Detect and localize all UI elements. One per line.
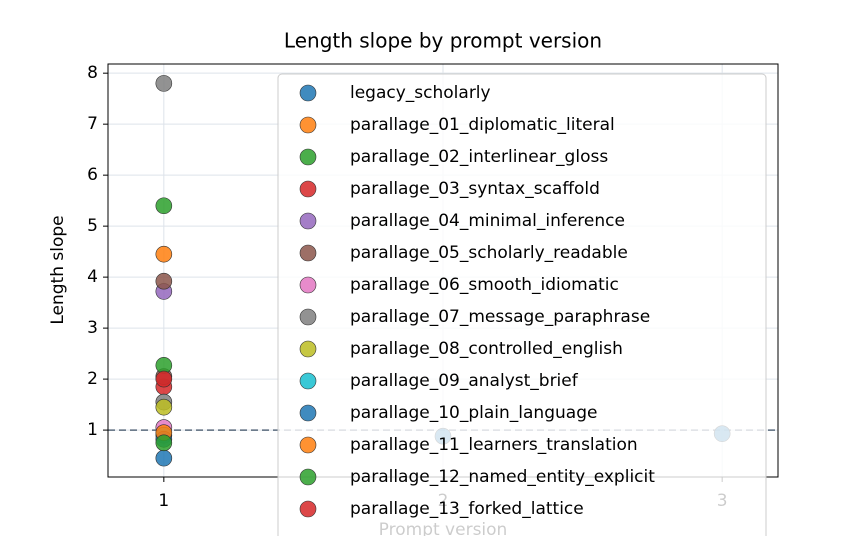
- legend-marker: [299, 116, 317, 134]
- legend-label: parallage_04_minimal_inference: [350, 211, 625, 231]
- legend-label: parallage_09_analyst_brief: [350, 371, 579, 391]
- legend-marker: [299, 404, 317, 422]
- legend-label: parallage_01_diplomatic_literal: [350, 115, 615, 135]
- legend-marker: [299, 276, 317, 294]
- point: [155, 197, 173, 215]
- legend-marker: [299, 212, 317, 230]
- legend-marker: [299, 468, 317, 486]
- y-tick-label: 5: [87, 216, 98, 236]
- legend-label: parallage_02_interlinear_gloss: [350, 147, 608, 167]
- legend-label: parallage_08_controlled_english: [350, 339, 623, 359]
- legend-marker: [299, 244, 317, 262]
- legend-label: parallage_12_named_entity_explicit: [350, 467, 655, 487]
- legend-label: parallage_10_plain_language: [350, 403, 597, 423]
- legend-box: [277, 73, 767, 536]
- point: [155, 370, 173, 388]
- y-tick-label: 4: [87, 267, 98, 287]
- point: [155, 398, 173, 416]
- legend-marker: [299, 372, 317, 390]
- point: [155, 272, 173, 290]
- legend-marker: [299, 436, 317, 454]
- legend-marker: [299, 500, 317, 518]
- chart-title: Length slope by prompt version: [284, 29, 602, 53]
- point: [155, 245, 173, 263]
- y-tick-label: 1: [87, 420, 98, 440]
- legend-label: parallage_07_message_paraphrase: [350, 307, 650, 327]
- y-tick-label: 2: [87, 369, 98, 389]
- legend-label: parallage_11_learners_translation: [350, 435, 638, 455]
- point: [155, 434, 173, 452]
- legend-label: parallage_03_syntax_scaffold: [350, 179, 600, 199]
- y-tick-label: 3: [87, 318, 98, 338]
- legend-label: parallage_05_scholarly_readable: [350, 243, 628, 263]
- y-tick-label: 6: [87, 165, 98, 185]
- point: [155, 449, 173, 467]
- legend-marker: [299, 180, 317, 198]
- legend-marker: [299, 148, 317, 166]
- y-tick-label: 8: [87, 63, 98, 83]
- legend-marker: [299, 308, 317, 326]
- point: [155, 75, 173, 92]
- x-tick-label: 1: [158, 491, 169, 511]
- legend-marker: [299, 84, 317, 102]
- legend-label: legacy_scholarly: [350, 83, 491, 103]
- legend-marker: [299, 340, 317, 358]
- y-tick-label: 7: [87, 114, 98, 134]
- legend-label: parallage_06_smooth_idiomatic: [350, 275, 619, 295]
- y-axis-label: Length slope: [48, 215, 68, 324]
- legend-label: parallage_13_forked_lattice: [350, 499, 584, 519]
